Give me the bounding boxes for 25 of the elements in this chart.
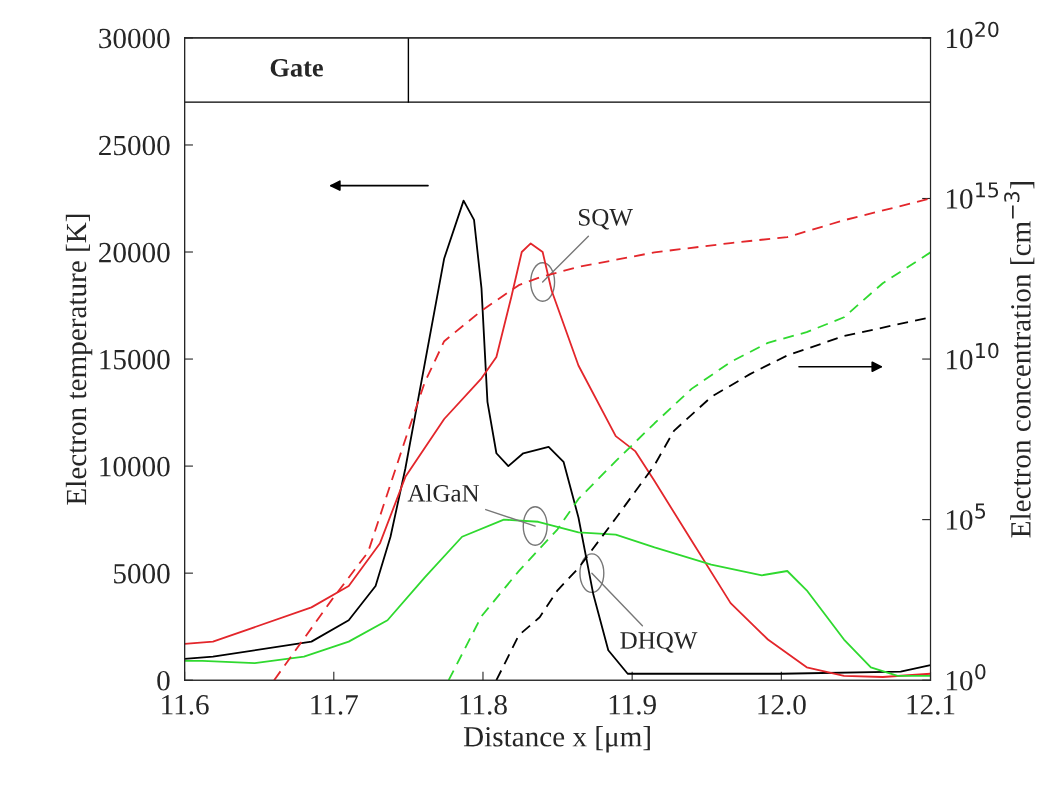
x-tick-label: 12.1 xyxy=(907,695,955,715)
y-tick-label: 30000 xyxy=(99,28,170,49)
annotation: SQW xyxy=(579,208,633,230)
x-tick-label: 11.6 xyxy=(162,695,209,715)
y-tick-label: 15000 xyxy=(100,349,170,370)
annotation: AlGaN xyxy=(407,484,480,502)
y-tick-label: 20000 xyxy=(99,242,170,263)
y2-axis-title: Electron concentration [cm$^{−3}$] xyxy=(1004,182,1035,538)
x-tick-label: 11.7 xyxy=(311,695,358,715)
y2-tick-label: 10$^{5}$ xyxy=(946,503,986,530)
annotation: Gate xyxy=(270,58,323,77)
y2-tick-label: 10$^{10}$ xyxy=(946,342,999,370)
y2-tick-label: 10$^{15}$ xyxy=(946,182,999,209)
x-tick-label: 11.9 xyxy=(609,695,656,715)
y2-tick-label: 10$^{0}$ xyxy=(946,663,986,691)
x-tick-label: 12.0 xyxy=(758,694,806,715)
y-tick-label: 25000 xyxy=(99,135,170,156)
y-tick-label: 10000 xyxy=(100,456,170,477)
x-axis-title: Distance x [μm] xyxy=(463,726,650,753)
y2-tick-label: 10$^{20}$ xyxy=(946,21,999,49)
y-axis-title: Electron temperature [K] xyxy=(65,214,93,505)
y-tick-label: 5000 xyxy=(114,563,170,584)
annotation: DHQW xyxy=(620,632,698,653)
x-tick-label: 11.8 xyxy=(460,694,507,715)
y-tick-label: 0 xyxy=(157,670,170,691)
